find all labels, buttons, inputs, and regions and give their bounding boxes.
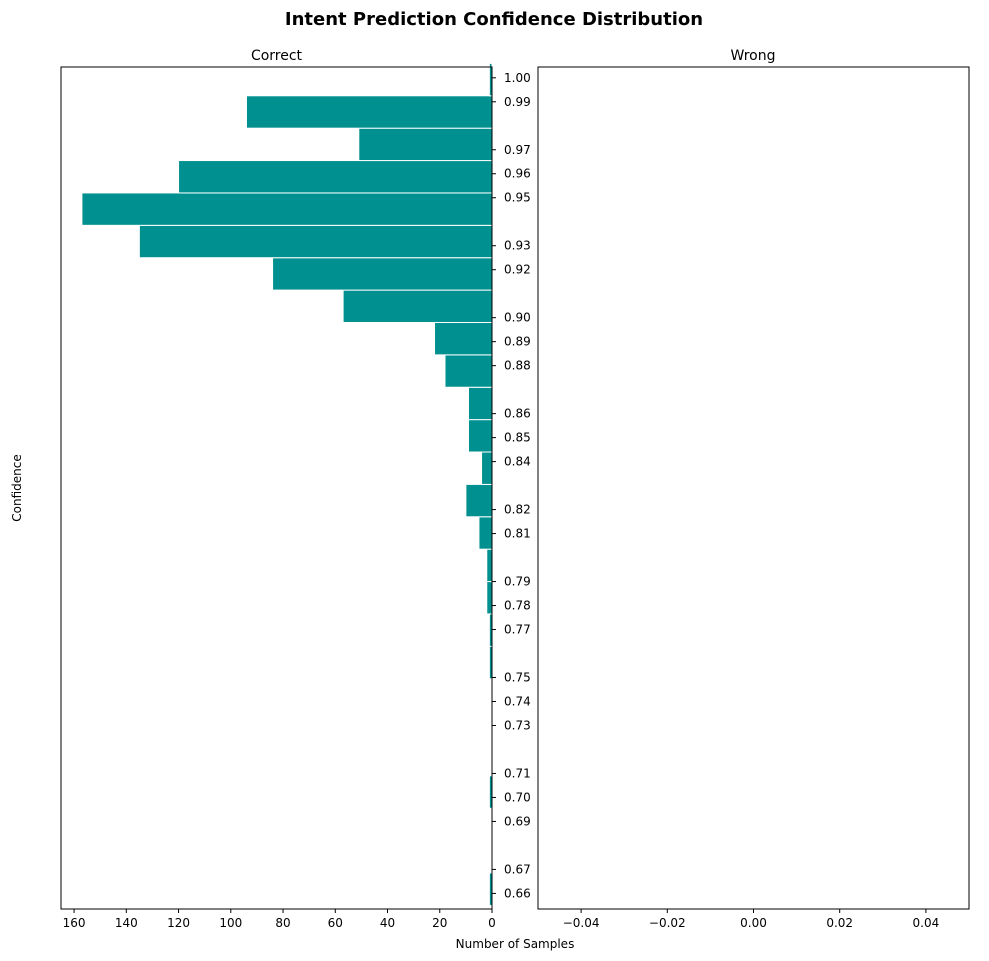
x-tick-label: −0.02: [649, 916, 686, 930]
x-tick-label: 100: [219, 916, 242, 930]
y-tick-label: 0.77: [504, 623, 531, 637]
x-tick-label: −0.04: [563, 916, 600, 930]
histogram-bar: [178, 160, 493, 194]
y-tick-label: 0.81: [504, 527, 531, 541]
correct-panel: Correct 160 140 120 100 80 60 40 20 0 1.00 0.99 0.…: [60, 48, 531, 930]
histogram-bar: [358, 127, 493, 162]
y-tick-label: 0.73: [504, 718, 531, 732]
y-tick-label: 0.71: [504, 766, 531, 780]
wrong-panel-title: Wrong: [731, 48, 776, 64]
histogram-bar: [467, 419, 493, 453]
y-tick-label: 0.89: [504, 335, 531, 349]
histogram-bar: [478, 516, 493, 550]
y-tick-label: 0.85: [504, 431, 531, 445]
y-tick-label: 0.97: [504, 143, 531, 157]
y-tick-label: 0.75: [504, 671, 531, 685]
x-axis-label: Number of Samples: [456, 937, 575, 951]
histogram-bar: [481, 451, 493, 485]
histogram-bar: [81, 192, 493, 226]
y-tick-label: 0.92: [504, 263, 531, 277]
x-tick-label: 80: [275, 916, 290, 930]
x-tick-label: 20: [432, 916, 447, 930]
wrong-plot-frame: [537, 66, 970, 910]
wrong-x-ticks: −0.04 −0.02 0.00 0.02 0.04: [563, 909, 940, 930]
x-tick-label: 0: [488, 916, 496, 930]
y-tick-label: 0.86: [504, 407, 531, 421]
y-tick-label: 0.95: [504, 191, 531, 205]
histogram-bar: [444, 354, 493, 388]
y-tick-label: 0.69: [504, 814, 531, 828]
y-tick-label: 0.96: [504, 167, 531, 181]
y-tick-label: 0.79: [504, 575, 531, 589]
wrong-panel: Wrong −0.04 −0.02 0.00 0.02 0.04: [537, 48, 970, 930]
histogram-bar: [138, 224, 493, 259]
x-tick-label: 0.04: [913, 916, 940, 930]
histogram-bar: [465, 483, 493, 518]
y-tick-label: 0.84: [504, 455, 531, 469]
x-tick-label: 140: [115, 916, 138, 930]
y-tick-label: 0.74: [504, 694, 531, 708]
y-tick-label: 0.88: [504, 359, 531, 373]
histogram-bar: [467, 386, 493, 421]
y-tick-label: 0.67: [504, 862, 531, 876]
y-tick-label: 0.93: [504, 239, 531, 253]
y-axis-label: Confidence: [10, 454, 24, 521]
correct-bars: [81, 62, 493, 906]
correct-plot-frame: [60, 66, 493, 910]
y-tick-label: 0.66: [504, 886, 531, 900]
x-tick-label: 0.02: [826, 916, 853, 930]
histogram-bar: [245, 95, 493, 129]
x-tick-label: 40: [380, 916, 395, 930]
y-tick-label: 1.00: [504, 71, 531, 85]
histogram-bar: [272, 257, 493, 291]
y-tick-label: 0.99: [504, 95, 531, 109]
correct-y-ticks: 1.00 0.99 0.97 0.96 0.95 0.93 0.92 0.90 0.89 0.88…: [492, 71, 531, 900]
y-tick-label: 0.70: [504, 790, 531, 804]
correct-panel-title: Correct: [251, 48, 303, 64]
y-tick-label: 0.82: [504, 503, 531, 517]
histogram-bar: [342, 289, 493, 323]
x-tick-label: 120: [167, 916, 190, 930]
histogram-bar: [434, 321, 493, 356]
y-tick-label: 0.90: [504, 311, 531, 325]
x-tick-label: 60: [328, 916, 343, 930]
histogram-bar: [486, 548, 493, 583]
x-tick-label: 160: [63, 916, 86, 930]
y-tick-label: 0.78: [504, 599, 531, 613]
histogram-bar: [486, 581, 493, 615]
figure-title: Intent Prediction Confidence Distributio…: [285, 9, 703, 30]
x-tick-label: 0.00: [740, 916, 767, 930]
correct-x-ticks: 160 140 120 100 80 60 40 20 0: [63, 909, 496, 930]
